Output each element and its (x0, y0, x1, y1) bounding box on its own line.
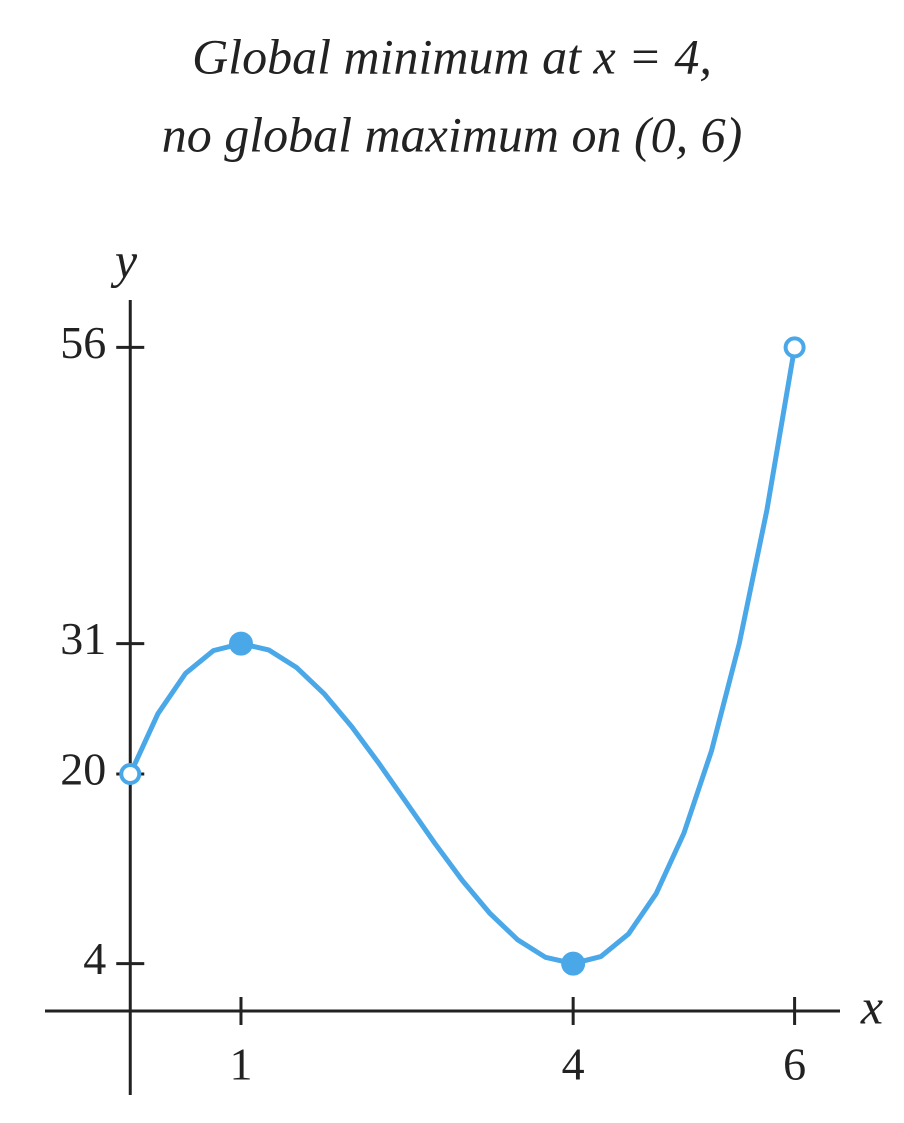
y-tick-label: 20 (60, 744, 106, 795)
open-point (783, 336, 806, 359)
filled-point (228, 631, 253, 656)
y-tick-label: 56 (60, 317, 106, 368)
filled-point (561, 951, 586, 976)
x-axis-label: x (860, 978, 883, 1034)
chart-title: no global maximum on (0, 6) (162, 106, 743, 162)
chart-title: Global minimum at x = 4, (192, 28, 712, 84)
curve (127, 346, 798, 967)
y-axis-label: y (110, 232, 138, 288)
open-point (119, 762, 142, 785)
x-tick-label: 6 (783, 1039, 806, 1090)
x-tick-label: 1 (229, 1039, 252, 1090)
y-tick-label: 31 (60, 613, 106, 664)
x-tick-label: 4 (562, 1039, 585, 1090)
y-tick-label: 4 (83, 933, 106, 984)
